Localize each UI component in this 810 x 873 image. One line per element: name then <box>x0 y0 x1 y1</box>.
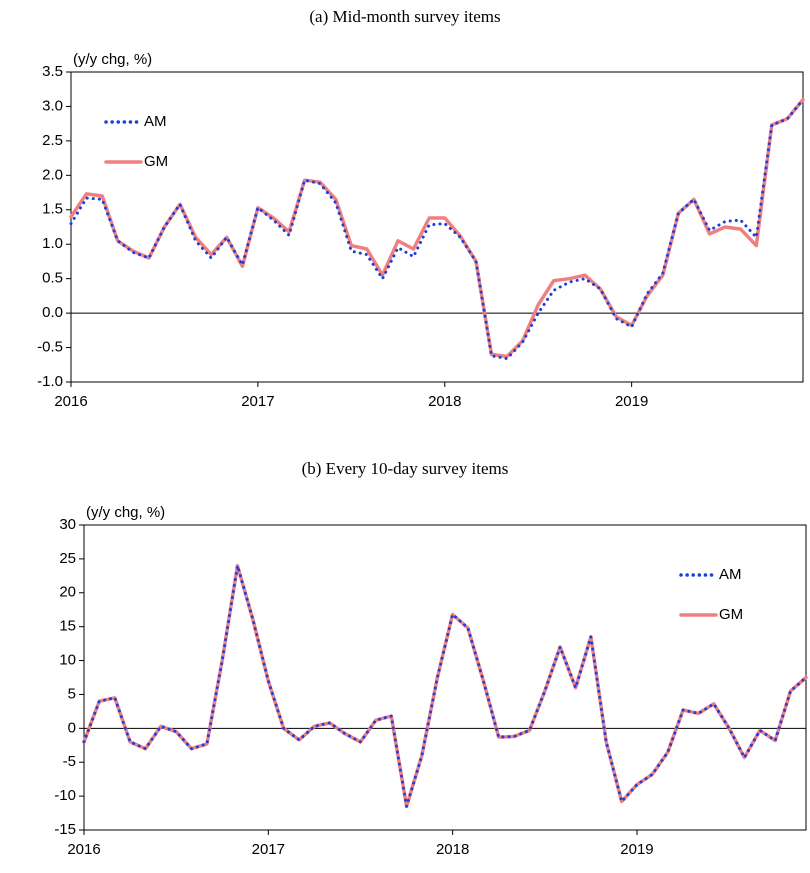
y-tick-label: 0.0 <box>42 304 63 321</box>
chart-title: (b) Every 10-day survey items <box>302 459 509 478</box>
y-tick-label: 2.5 <box>42 132 63 149</box>
y-tick-label: -15 <box>54 821 76 838</box>
y-tick-label: 1.5 <box>42 201 63 218</box>
legend-label: AM <box>719 566 742 583</box>
plot-frame <box>70 71 804 383</box>
y-tick-label: -1.0 <box>37 373 63 390</box>
x-tick-label: 2018 <box>436 841 469 858</box>
y-tick-label: -5 <box>63 753 76 770</box>
y-tick-label: -0.5 <box>37 339 63 356</box>
y-tick-label: 1.0 <box>42 235 63 252</box>
y-axis-label: (y/y chg, %) <box>73 51 152 68</box>
x-tick-label: 2019 <box>620 841 653 858</box>
x-tick-label: 2016 <box>67 841 100 858</box>
x-tick-label: 2016 <box>54 393 87 410</box>
x-tick-label: 2018 <box>428 393 461 410</box>
y-tick-label: -10 <box>54 787 76 804</box>
series-line <box>82 564 808 808</box>
legend-label: GM <box>719 606 743 623</box>
y-tick-label: 20 <box>59 584 76 601</box>
legend-label: GM <box>144 153 168 170</box>
y-tick-label: 2.0 <box>42 166 63 183</box>
x-tick-label: 2017 <box>252 841 285 858</box>
series-line <box>69 97 805 359</box>
series-line <box>69 98 805 361</box>
y-tick-label: 3.5 <box>42 63 63 80</box>
y-tick-label: 5 <box>68 685 76 702</box>
plot-frame <box>83 524 807 831</box>
chart-title: (a) Mid-month survey items <box>309 7 500 26</box>
x-tick-label: 2019 <box>615 393 648 410</box>
y-tick-label: 0.5 <box>42 270 63 287</box>
legend-label: AM <box>144 113 167 130</box>
y-tick-label: 30 <box>59 516 76 533</box>
y-tick-label: 3.0 <box>42 97 63 114</box>
series-line <box>82 563 808 809</box>
x-tick-label: 2017 <box>241 393 274 410</box>
y-tick-label: 0 <box>68 719 76 736</box>
y-tick-label: 25 <box>59 550 76 567</box>
y-tick-label: 10 <box>59 652 76 669</box>
y-axis-label: (y/y chg, %) <box>86 504 165 521</box>
y-tick-label: 15 <box>59 618 76 635</box>
